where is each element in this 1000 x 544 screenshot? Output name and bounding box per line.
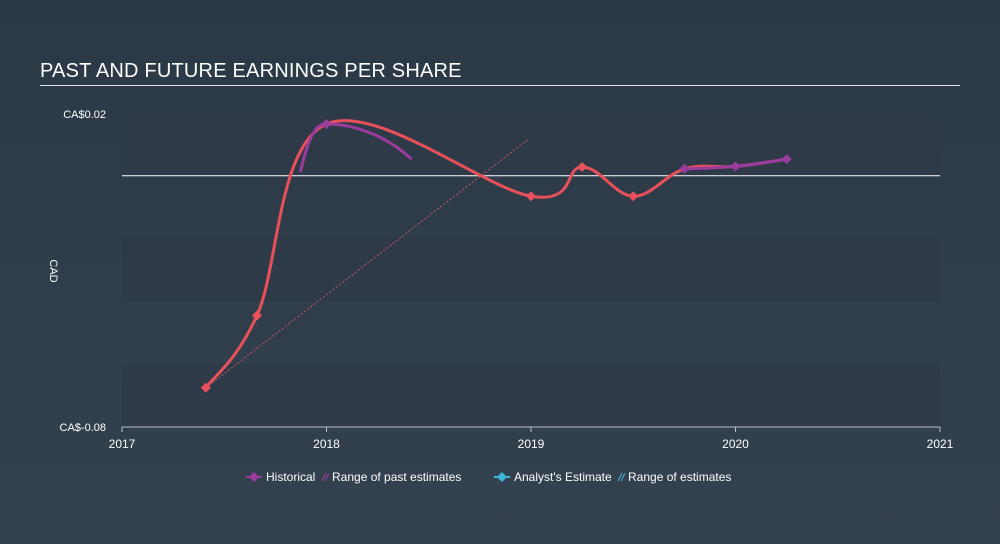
chart-title: PAST AND FUTURE EARNINGS PER SHARE (40, 60, 462, 82)
historical-point (251, 310, 262, 321)
historical-point (200, 382, 211, 393)
legend-hatch-icon (617, 472, 623, 482)
historical-point (628, 191, 639, 202)
x-tick-label: 2018 (313, 437, 340, 451)
y-axis-label: CAD (47, 259, 59, 282)
band-2 (122, 238, 940, 302)
legend-hatch-icon (620, 472, 626, 482)
historical-point (781, 154, 792, 165)
legend-label: Range of past estimates (332, 470, 461, 484)
y-tick-bottom: CA$-0.08 (60, 422, 106, 434)
x-tick-label: 2020 (722, 437, 749, 451)
legend-hatch-icon (321, 472, 327, 482)
historical-line (204, 119, 787, 389)
legend-label: Analyst's Estimate (514, 470, 612, 484)
x-tick-label: 2021 (927, 437, 954, 451)
x-axis-ticks: 2017 2018 2019 2020 2021 (109, 427, 954, 451)
title-divider (40, 85, 960, 86)
legend-diamond-icon (249, 472, 259, 482)
legend-label: Range of estimates (628, 470, 731, 484)
band-4 (122, 364, 940, 427)
x-tick-label: 2017 (109, 437, 136, 451)
historical-point (577, 162, 588, 173)
historical-point (679, 163, 690, 174)
legend-label: Historical (266, 470, 315, 484)
historical-point (526, 191, 536, 202)
band-0 (122, 113, 940, 176)
legend-hatch-icon (324, 472, 330, 482)
historical-point (321, 118, 332, 129)
x-tick-label: 2019 (518, 437, 545, 451)
data-points (200, 118, 792, 393)
historical-point (730, 161, 741, 172)
background-bands (122, 113, 940, 427)
y-tick-top: CA$0.02 (63, 109, 106, 121)
legend-diamond-icon (497, 472, 507, 482)
legend: Historical Range of past estimates Analyst… (246, 470, 731, 484)
